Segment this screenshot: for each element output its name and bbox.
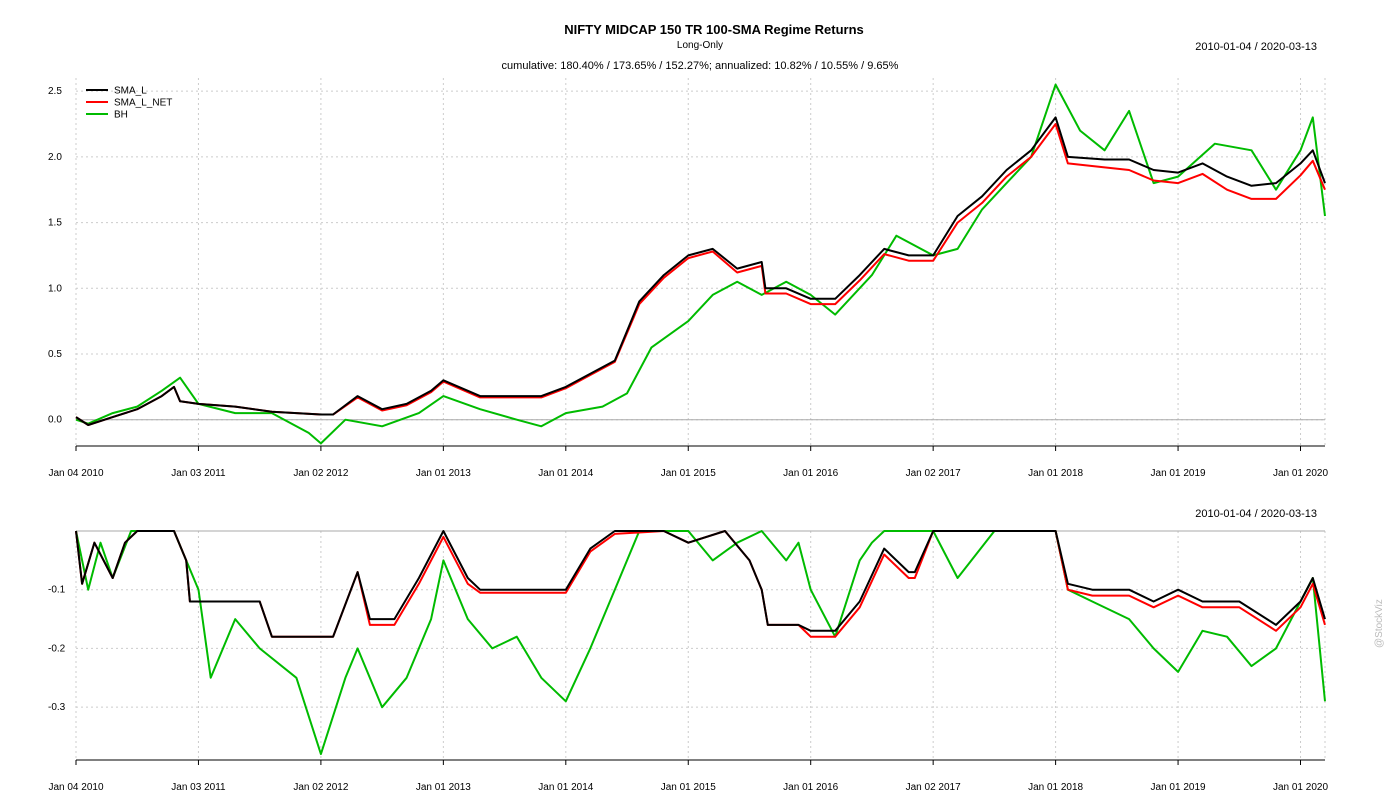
chart-title: NIFTY MIDCAP 150 TR 100-SMA Regime Retur… (564, 22, 864, 37)
x-tick-label: Jan 03 2011 (171, 468, 226, 479)
series-line-sma-l (75, 530, 1326, 638)
legend-label: SMA_L_NET (114, 98, 172, 109)
x-tick-label: Jan 01 2014 (538, 468, 593, 479)
y-tick-label: -0.3 (48, 702, 66, 713)
watermark: @StockViz (1374, 599, 1385, 648)
x-tick-label: Jan 02 2012 (293, 468, 348, 479)
series-line-sma-l (75, 116, 1326, 426)
panel-cumulative-returns: 2010-01-04 / 2020-03-13 Jan 04 2010 Jan 03… (48, 41, 1328, 479)
series-line-bh (75, 530, 1326, 756)
x-tick-label: Jan 04 2010 (48, 468, 103, 479)
y-tick-label: 1.0 (48, 283, 62, 294)
date-range-label: 2010-01-04 / 2020-03-13 (1195, 41, 1317, 53)
x-tick-label: Jan 01 2013 (416, 468, 471, 479)
series-line-sma-l-net (75, 123, 1326, 426)
date-range-label: 2010-01-04 / 2020-03-13 (1195, 508, 1317, 520)
y-tick-label: 0.0 (48, 415, 62, 426)
y-tick-label: 0.5 (48, 349, 62, 360)
x-tick-label: Jan 01 2016 (783, 782, 838, 793)
x-tick-label: Jan 01 2014 (538, 782, 593, 793)
y-tick-label: 2.5 (48, 86, 62, 97)
y-tick-label: -0.2 (48, 643, 66, 654)
x-tick-label: Jan 02 2017 (906, 468, 961, 479)
x-tick-label: Jan 02 2017 (906, 782, 961, 793)
x-tick-label: Jan 01 2019 (1151, 782, 1206, 793)
series-line-bh (75, 83, 1326, 445)
x-tick-label: Jan 01 2020 (1273, 468, 1328, 479)
performance-summary: cumulative: 180.40% / 173.65% / 152.27%;… (502, 60, 899, 72)
legend-label: BH (114, 110, 128, 121)
legend-label: SMA_L (114, 86, 147, 97)
y-tick-label: -0.1 (48, 585, 66, 596)
x-tick-label: Jan 01 2019 (1151, 468, 1206, 479)
y-tick-label: 1.5 (48, 218, 62, 229)
x-tick-label: Jan 01 2018 (1028, 782, 1083, 793)
x-tick-label: Jan 02 2012 (293, 782, 348, 793)
x-tick-label: Jan 01 2016 (783, 468, 838, 479)
chart-panels: 2010-01-04 / 2020-03-13 Jan 04 2010 Jan 03… (48, 41, 1328, 793)
x-tick-label: Jan 01 2013 (416, 782, 471, 793)
x-tick-label: Jan 01 2015 (661, 782, 716, 793)
x-tick-label: Jan 03 2011 (171, 782, 226, 793)
x-tick-label: Jan 01 2015 (661, 468, 716, 479)
x-tick-label: Jan 01 2020 (1273, 782, 1328, 793)
chart-subtitle: Long-Only (677, 40, 723, 51)
x-tick-label: Jan 01 2018 (1028, 468, 1083, 479)
x-tick-label: Jan 04 2010 (48, 782, 103, 793)
panel-drawdowns: 2010-01-04 / 2020-03-13 Jan 04 2010 Jan 03… (48, 508, 1328, 793)
y-tick-label: 2.0 (48, 152, 62, 163)
